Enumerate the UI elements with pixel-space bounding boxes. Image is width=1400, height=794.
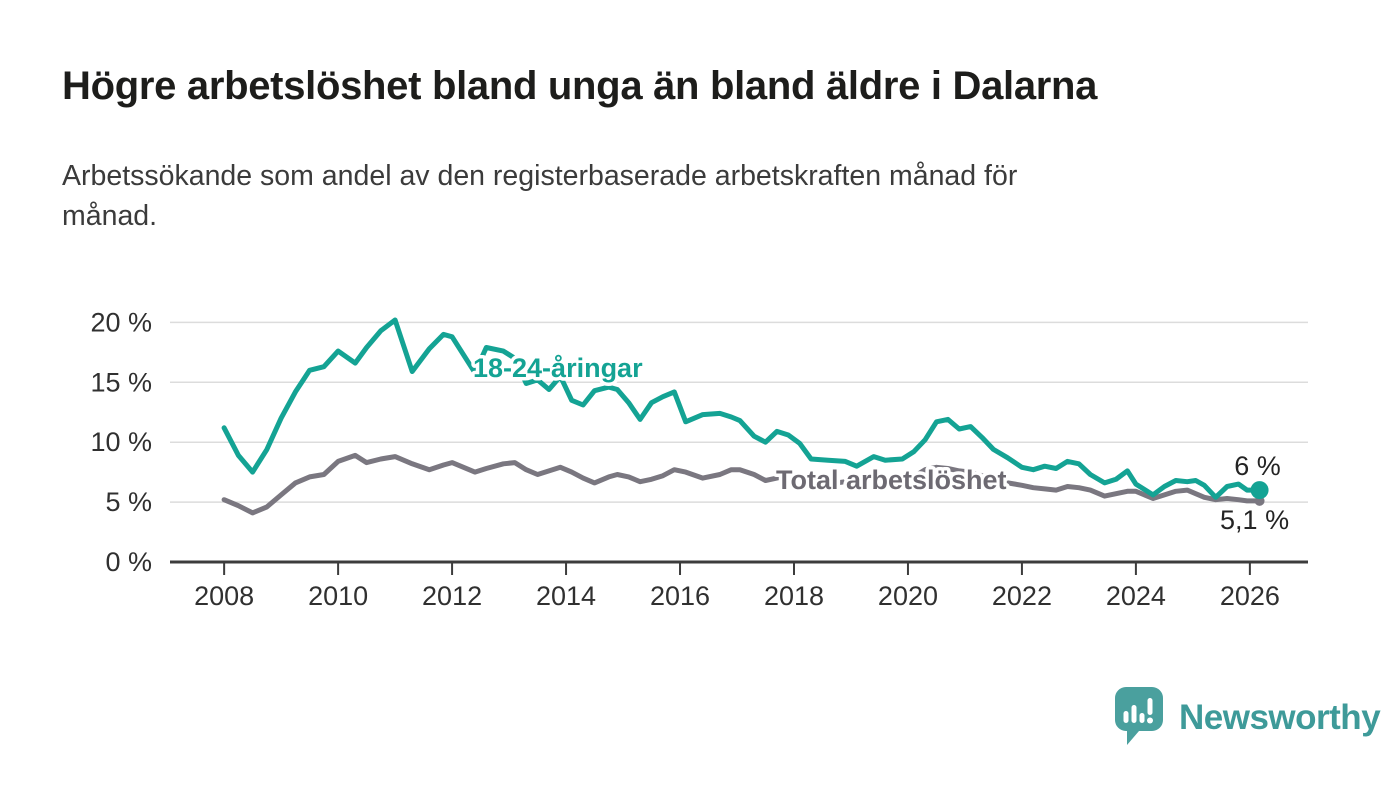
logo-bubble-shape — [1115, 686, 1163, 745]
brand-footer: Newsworthy — [1113, 685, 1381, 752]
logo-exclamation-dot — [1147, 717, 1153, 723]
x-axis-label: 2012 — [422, 581, 482, 611]
series-line-total — [221, 452, 1263, 516]
chart-subtitle-line-1: Arbetssökande som andel av den registerb… — [62, 160, 1018, 192]
x-axis-label: 2020 — [878, 581, 938, 611]
logo-bar-1 — [1123, 710, 1129, 723]
y-axis-label: 15 % — [90, 367, 152, 397]
series-end-dot-youth — [1250, 481, 1269, 500]
line-chart-canvas: 0 % 5 % 10 % 15 % 20 % 2008 2010 2012 2014 2016 20… — [90, 307, 1308, 611]
x-axis-label: 2026 — [1220, 581, 1280, 611]
x-axis-label: 2016 — [650, 581, 710, 611]
y-axis-label: 0 % — [105, 547, 152, 577]
y-axis-label: 5 % — [105, 487, 152, 517]
x-axis-label: 2010 — [308, 581, 368, 611]
x-axis-label: 2008 — [194, 581, 254, 611]
chart-subtitle-line-2: månad. — [62, 200, 158, 232]
x-axis-label: 2024 — [1106, 581, 1166, 611]
x-axis-label: 2022 — [992, 581, 1052, 611]
brand-name: Newsworthy — [1179, 698, 1381, 737]
logo-bar-2 — [1131, 704, 1137, 723]
logo-bar-3 — [1139, 712, 1145, 723]
logo-exclamation-bar — [1147, 697, 1153, 715]
x-axis-label: 2014 — [536, 581, 596, 611]
series-label-total: Total arbetslöshet — [776, 465, 1007, 495]
line-chart: 0 % 5 % 10 % 15 % 20 % 2008 2010 2012 2014 2016 20… — [0, 280, 1400, 620]
series-label-youth: 18-24-åringar — [473, 353, 643, 383]
y-axis-label: 20 % — [90, 307, 152, 337]
page-title: Högre arbetslöshet bland unga än bland ä… — [62, 64, 1098, 108]
series-line-youth — [221, 317, 1263, 500]
y-axis-label: 10 % — [90, 427, 152, 457]
x-axis-label: 2018 — [764, 581, 824, 611]
series-end-value-total: 5,1 % — [1220, 505, 1289, 535]
series-end-value-youth: 6 % — [1234, 451, 1281, 481]
newsworthy-logo-icon — [1113, 685, 1165, 752]
